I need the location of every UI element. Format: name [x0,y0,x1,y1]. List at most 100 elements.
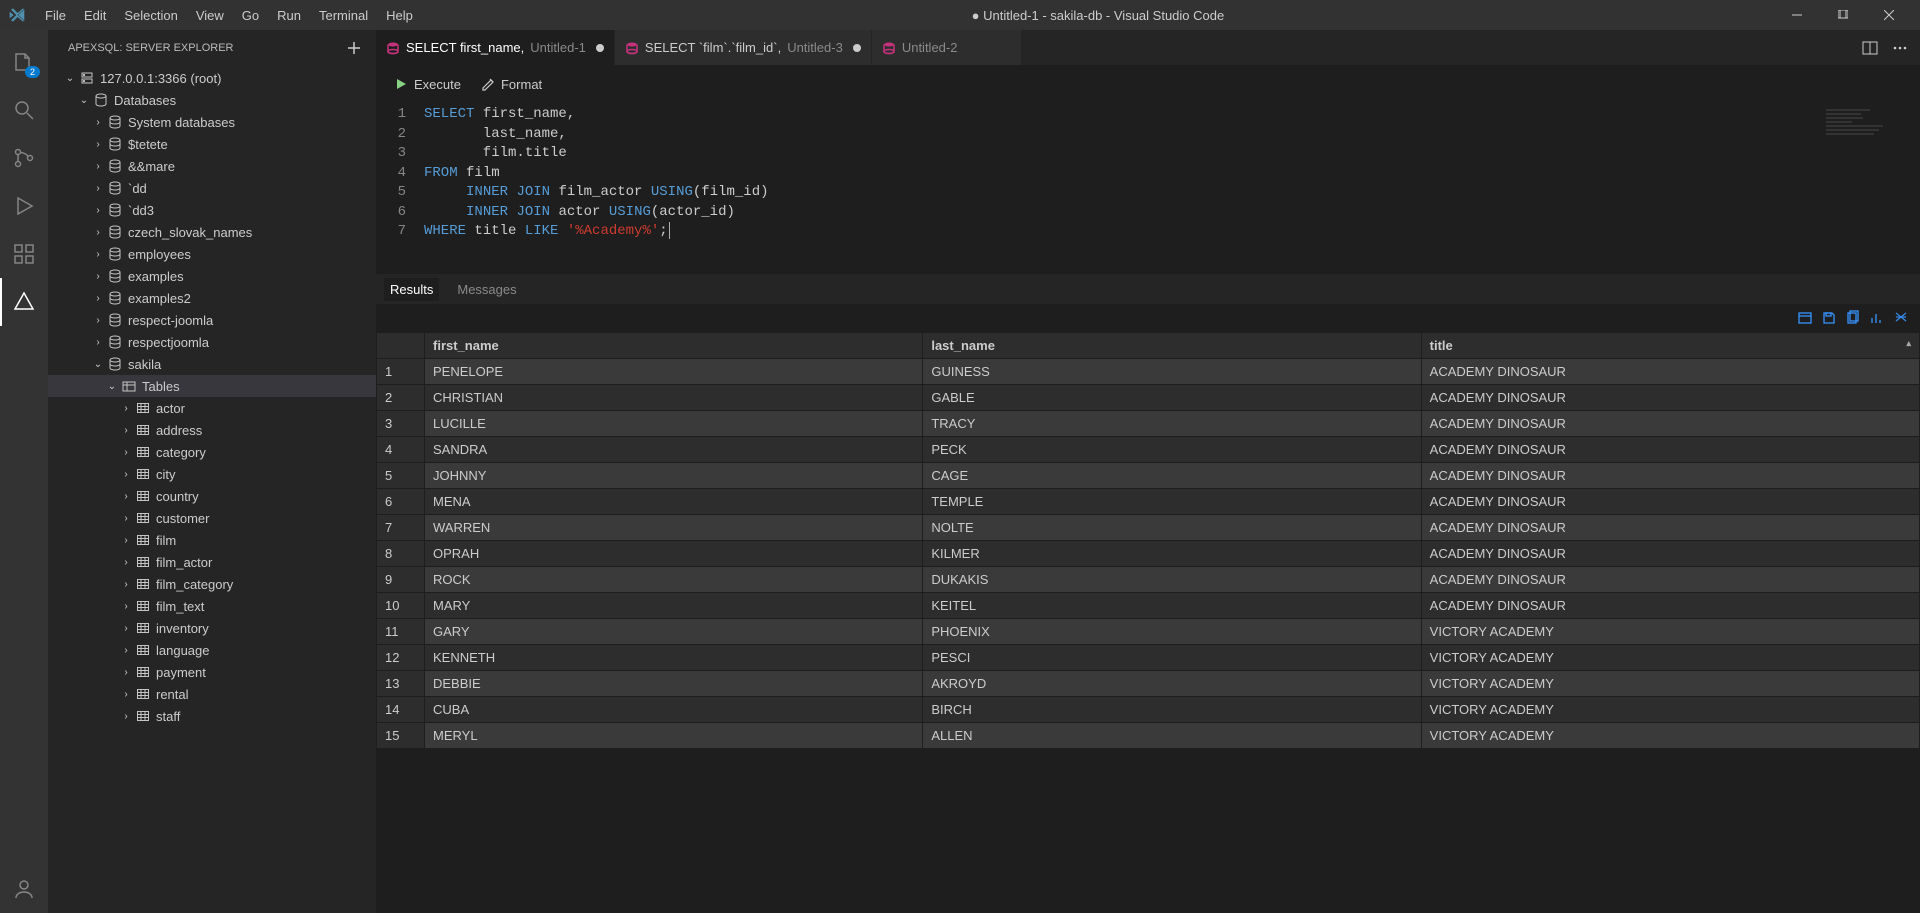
code-line-7[interactable]: WHERE title LIKE '%Academy%'; [424,222,1920,242]
result-row[interactable]: 8OPRAHKILMERACADEMY DINOSAUR [377,541,1920,567]
chevron-icon[interactable]: › [90,117,106,128]
result-row[interactable]: 13DEBBIEAKROYDVICTORY ACADEMY [377,671,1920,697]
table-inventory[interactable]: ›inventory [48,617,376,639]
database-examples2[interactable]: ›examples2 [48,287,376,309]
chevron-icon[interactable]: › [118,469,134,480]
result-row[interactable]: 11GARYPHOENIXVICTORY ACADEMY [377,619,1920,645]
messages-tab[interactable]: Messages [451,278,522,301]
rownum-header[interactable] [377,333,425,359]
menu-run[interactable]: Run [268,4,310,27]
table-film_text[interactable]: ›film_text [48,595,376,617]
chevron-icon[interactable]: › [118,711,134,722]
result-cell[interactable]: JOHNNY [425,463,923,489]
result-export-icon[interactable] [1796,309,1814,327]
result-row[interactable]: 9ROCKDUKAKISACADEMY DINOSAUR [377,567,1920,593]
result-cell[interactable]: MARY [425,593,923,619]
database-dd3[interactable]: ›`dd3 [48,199,376,221]
menu-go[interactable]: Go [233,4,268,27]
table-actor[interactable]: ›actor [48,397,376,419]
run-debug-icon[interactable] [0,182,48,230]
table-payment[interactable]: ›payment [48,661,376,683]
result-cell[interactable]: MERYL [425,723,923,749]
execute-button[interactable]: Execute [394,77,461,92]
chevron-icon[interactable]: › [90,315,106,326]
column-header-last_name[interactable]: last_name [923,333,1421,359]
accounts-icon[interactable] [0,865,48,913]
result-cell[interactable]: VICTORY ACADEMY [1421,697,1919,723]
chevron-icon[interactable]: ⌄ [104,381,120,392]
chevron-icon[interactable]: › [118,491,134,502]
table-category[interactable]: ›category [48,441,376,463]
apexsql-icon[interactable] [0,278,48,326]
result-cell[interactable]: GABLE [923,385,1421,411]
table-address[interactable]: ›address [48,419,376,441]
result-cell[interactable]: TEMPLE [923,489,1421,515]
result-row[interactable]: 3LUCILLETRACYACADEMY DINOSAUR [377,411,1920,437]
chevron-icon[interactable]: › [90,271,106,282]
results-grid[interactable]: first_namelast_nametitle▴1PENELOPEGUINES… [376,332,1920,913]
chevron-icon[interactable]: › [118,557,134,568]
code-line-5[interactable]: INNER JOIN film_actor USING(film_id) [424,183,1920,203]
code-editor[interactable]: 1234567 SELECT first_name, last_name, fi… [376,103,1920,273]
databases-node[interactable]: ⌄Databases [48,89,376,111]
menu-file[interactable]: File [36,4,75,27]
chevron-icon[interactable]: › [90,139,106,150]
result-cell[interactable]: DUKAKIS [923,567,1421,593]
result-cell[interactable]: CUBA [425,697,923,723]
code-line-3[interactable]: film.title [424,144,1920,164]
result-cell[interactable]: VICTORY ACADEMY [1421,619,1919,645]
database-respectjoomla[interactable]: ›respectjoomla [48,331,376,353]
menu-terminal[interactable]: Terminal [310,4,377,27]
table-language[interactable]: ›language [48,639,376,661]
result-cell[interactable]: ACADEMY DINOSAUR [1421,411,1919,437]
result-row[interactable]: 5JOHNNYCAGEACADEMY DINOSAUR [377,463,1920,489]
chevron-icon[interactable]: › [90,205,106,216]
result-cell[interactable]: LUCILLE [425,411,923,437]
result-cell[interactable]: KEITEL [923,593,1421,619]
chevron-icon[interactable]: › [118,601,134,612]
result-cell[interactable]: VICTORY ACADEMY [1421,723,1919,749]
result-cell[interactable]: MENA [425,489,923,515]
database-respectjoomla[interactable]: ›respect-joomla [48,309,376,331]
result-cell[interactable]: VICTORY ACADEMY [1421,645,1919,671]
table-film_actor[interactable]: ›film_actor [48,551,376,573]
results-tab[interactable]: Results [384,278,439,301]
chevron-icon[interactable]: › [90,249,106,260]
result-cell[interactable]: DEBBIE [425,671,923,697]
result-cell[interactable]: PECK [923,437,1421,463]
minimize-button[interactable] [1774,0,1820,30]
table-film[interactable]: ›film [48,529,376,551]
chevron-icon[interactable]: › [90,161,106,172]
result-row[interactable]: 14CUBABIRCHVICTORY ACADEMY [377,697,1920,723]
server-node[interactable]: ⌄127.0.0.1:3366 (root) [48,67,376,89]
chevron-icon[interactable]: › [118,623,134,634]
result-cell[interactable]: CAGE [923,463,1421,489]
split-editor-icon[interactable] [1862,40,1878,56]
menu-view[interactable]: View [187,4,233,27]
result-cell[interactable]: OPRAH [425,541,923,567]
database-tetete[interactable]: ›$tetete [48,133,376,155]
result-cell[interactable]: WARREN [425,515,923,541]
code-line-6[interactable]: INNER JOIN actor USING(actor_id) [424,203,1920,223]
editor-tab-1[interactable]: SELECT `film`.`film_id`,Untitled-3 [615,30,872,65]
result-cell[interactable]: ACADEMY DINOSAUR [1421,515,1919,541]
code-line-4[interactable]: FROM film [424,164,1920,184]
code-content[interactable]: SELECT first_name, last_name, film.title… [424,103,1920,273]
add-connection-button[interactable] [344,38,364,58]
result-cell[interactable]: NOLTE [923,515,1421,541]
chevron-icon[interactable]: ⌄ [62,73,78,84]
database-mare[interactable]: ›&&mare [48,155,376,177]
explorer-icon[interactable]: 2 [0,38,48,86]
result-cell[interactable]: KILMER [923,541,1421,567]
result-cell[interactable]: ROCK [425,567,923,593]
database-Systemdatabases[interactable]: ›System databases [48,111,376,133]
result-cell[interactable]: ACADEMY DINOSAUR [1421,359,1919,385]
format-button[interactable]: Format [481,77,542,92]
result-row[interactable]: 15MERYLALLENVICTORY ACADEMY [377,723,1920,749]
source-control-icon[interactable] [0,134,48,182]
result-cell[interactable]: PENELOPE [425,359,923,385]
chevron-icon[interactable]: › [118,689,134,700]
editor-tab-2[interactable]: Untitled-2 [872,30,1022,65]
result-row[interactable]: 7WARRENNOLTEACADEMY DINOSAUR [377,515,1920,541]
result-chart-icon[interactable] [1868,309,1886,327]
